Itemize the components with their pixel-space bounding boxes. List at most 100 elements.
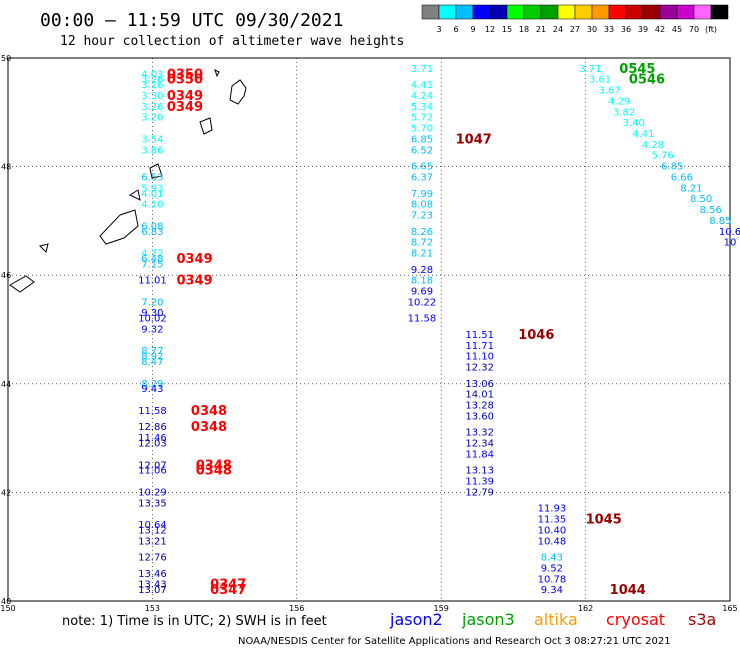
colorbar-label: 36: [621, 25, 631, 34]
colorbar-swatch: [523, 4, 542, 20]
colorbar-swatch: [506, 4, 525, 20]
satellite-altika: altika: [534, 610, 578, 629]
footer-note: note: 1) Time is in UTC; 2) SWH is in fe…: [62, 614, 327, 629]
wave-height-value: 11.06: [138, 466, 167, 477]
wave-height-value: 12.86: [138, 422, 167, 433]
colorbar-swatch: [591, 4, 610, 20]
satellite-jason2: jason2: [389, 610, 443, 629]
colorbar-label: 70: [689, 25, 699, 34]
wave-height-value: 8.77: [141, 346, 163, 357]
wave-height-value: 11.10: [465, 352, 494, 363]
wave-height-value: 10.78: [538, 574, 567, 585]
pass-time-label: 0348: [196, 458, 232, 473]
wave-height-value: 3.54: [141, 134, 163, 145]
colorbar-swatch: [557, 4, 576, 20]
colorbar-label: 30: [587, 25, 597, 34]
wave-height-value: 3.30: [141, 91, 163, 102]
wave-height-value: 3.40: [623, 118, 645, 129]
wave-height-value: 6.53: [141, 172, 163, 183]
wave-height-value: 11.84: [465, 449, 494, 460]
x-tick-label: 165: [722, 604, 737, 613]
wave-height-value: 5.93: [141, 183, 163, 194]
wave-height-value: 8.43: [541, 553, 563, 564]
wave-height-value: 9.34: [541, 585, 563, 596]
wave-height-value: 9.32: [141, 325, 163, 336]
wave-height-value: 11.46: [138, 433, 167, 444]
wave-height-value: 4.41: [411, 80, 433, 91]
pass-time-label: 0349: [167, 89, 203, 104]
wave-height-value: 3.86: [141, 145, 163, 156]
axis-ticks: 150 153 156 159 162 165 40 42 44 46 48 50: [0, 54, 737, 613]
colorbar-swatch: [540, 4, 559, 20]
pass-time-label: 1047: [456, 132, 492, 147]
wave-height-value: 10.02: [138, 314, 167, 325]
wave-height-value: 8.85: [709, 216, 731, 227]
wave-height-value: 10.40: [538, 525, 567, 536]
wave-height-value: 9.43: [141, 384, 163, 395]
wave-height-value: 6.85: [661, 162, 683, 173]
colorbar-label: (ft): [705, 25, 717, 34]
wave-height-value: 8.50: [690, 194, 712, 205]
wave-height-value: 12.07: [138, 460, 167, 471]
wave-height-value: 4.28: [642, 140, 664, 151]
y-tick-label: 42: [1, 488, 11, 497]
pass-time-label: 0348: [196, 464, 232, 479]
wave-height-value: 10.64: [138, 520, 167, 531]
colorbar-swatch: [642, 4, 661, 20]
pass-time-label: 1045: [586, 513, 622, 528]
colorbar-label: 27: [570, 25, 580, 34]
pass-time-label: 0546: [629, 73, 665, 88]
wave-height-value: 8.21: [411, 248, 433, 259]
x-tick-label: 150: [0, 604, 15, 613]
wave-height-value: 3.82: [613, 107, 635, 118]
wave-height-value: 4.24: [411, 91, 433, 102]
wave-height-value: 3.71: [579, 64, 601, 75]
wave-height-value: 9.28: [411, 265, 433, 276]
colorbar-legend: 3 6 9 12 15 18 21 24 27 30 33 36 39 42 45 70 (ft): [421, 4, 729, 34]
wave-height-value: 8.26: [411, 227, 433, 238]
wave-height-value: 4.03: [141, 69, 163, 80]
colorbar-label: 9: [470, 25, 475, 34]
wave-height-value: 12.76: [138, 553, 167, 564]
colorbar-label: 24: [553, 25, 563, 34]
pass-time-label: 0350: [167, 67, 203, 82]
wave-height-value: 13.12: [138, 525, 167, 536]
wave-height-value: 9.52: [541, 563, 563, 574]
colorbar-label: 12: [485, 25, 495, 34]
wave-height-value: 9.30: [141, 308, 163, 319]
colorbar-label: 15: [502, 25, 512, 34]
colorbar-label: 33: [604, 25, 614, 34]
footer-credit: NOAA/NESDIS Center for Satellite Applica…: [238, 636, 671, 647]
colorbar-swatch: [574, 4, 593, 20]
wave-height-value: 8.72: [411, 238, 433, 249]
wave-height-value: 13.43: [138, 580, 167, 591]
colorbar-swatch: [659, 4, 678, 20]
wave-height-value: 10.48: [538, 536, 567, 547]
wave-height-value: 3.67: [599, 86, 621, 97]
x-tick-label: 153: [145, 604, 160, 613]
pass-time-label: 0349: [176, 274, 212, 289]
pass-time-label: 0545: [619, 62, 655, 77]
wave-height-value: 4.10: [141, 200, 163, 211]
wave-height-value: 13.07: [138, 585, 167, 596]
wave-height-value: 8.21: [680, 183, 702, 194]
wave-height-value: 13.28: [465, 401, 494, 412]
wave-height-value: 5.72: [411, 113, 433, 124]
wave-height-value: 8.92: [141, 352, 163, 363]
colorbar-label: 3: [436, 25, 441, 34]
x-tick-label: 159: [434, 604, 449, 613]
wave-height-value: 6.85: [411, 134, 433, 145]
wave-height-value: 8.56: [700, 205, 722, 216]
wave-height-value: 7.23: [411, 210, 433, 221]
colorbar-label: 42: [655, 25, 665, 34]
wave-height-value: 12.32: [465, 363, 494, 374]
coastline: [9, 69, 247, 293]
colorbar-swatch: [676, 4, 695, 20]
colorbar-label: 39: [638, 25, 648, 34]
x-tick-label: 156: [289, 604, 304, 613]
y-tick-label: 50: [1, 54, 11, 63]
x-tick-label: 162: [578, 604, 593, 613]
wave-height-value: 11.39: [465, 477, 494, 488]
wave-height-value: 4.72: [141, 248, 163, 259]
colorbar-label: 18: [519, 25, 529, 34]
